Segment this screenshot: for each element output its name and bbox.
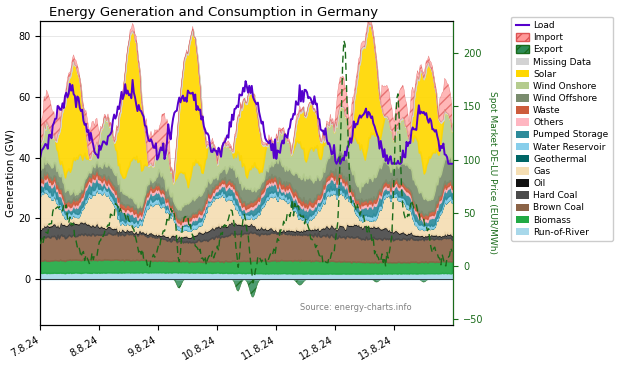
Text: Energy Generation and Consumption in Germany: Energy Generation and Consumption in Ger… xyxy=(49,6,378,19)
Y-axis label: Generation (GW): Generation (GW) xyxy=(6,129,16,217)
Text: Source: energy-charts.info: Source: energy-charts.info xyxy=(300,304,412,312)
Y-axis label: Spot Market DE-LU Price (EUR/MWh): Spot Market DE-LU Price (EUR/MWh) xyxy=(487,91,497,254)
Legend: Load, Import, Export, Missing Data, Solar, Wind Onshore, Wind Offshore, Waste, O: Load, Import, Export, Missing Data, Sola… xyxy=(511,17,613,241)
